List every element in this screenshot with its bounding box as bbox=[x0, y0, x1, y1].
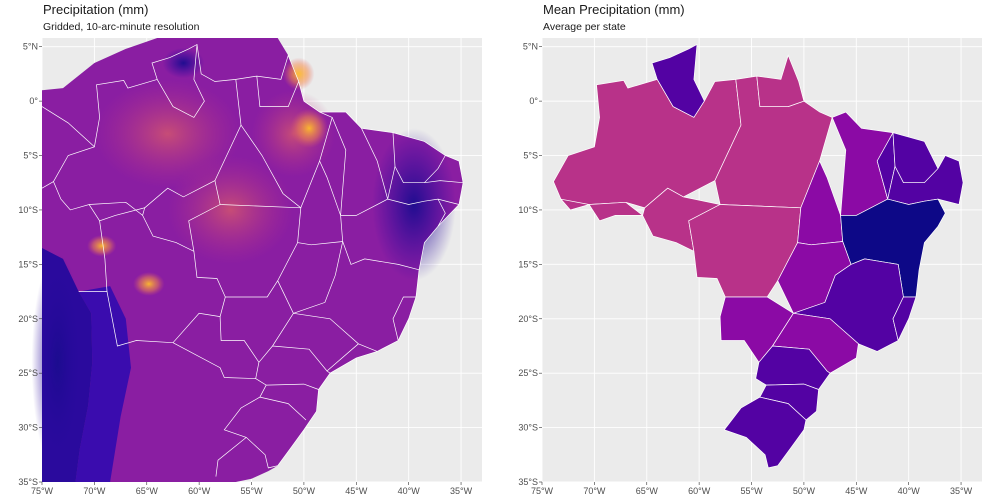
state-parana bbox=[755, 345, 831, 390]
state-espirito-santo bbox=[892, 296, 917, 342]
y-tick-label: 15°S bbox=[518, 259, 538, 269]
raster-hotspot-andes-south bbox=[133, 271, 165, 296]
y-tick-label: 10°S bbox=[518, 205, 538, 215]
state-border-line bbox=[392, 132, 446, 184]
country-border-line bbox=[172, 342, 256, 379]
raster-hotspot-andes-north bbox=[87, 234, 117, 257]
x-tick-label: 60°W bbox=[188, 486, 211, 496]
y-tick-label: 25°S bbox=[18, 368, 38, 378]
x-tick-label: 40°W bbox=[398, 486, 421, 496]
state-border-line bbox=[387, 166, 460, 205]
state-border-line bbox=[342, 241, 420, 271]
state-border-line bbox=[293, 312, 378, 352]
axes: 75°W 70°W 65°W 60°W 55°W 50°W 45°W 40°W 35°W 5°N 0… bbox=[18, 42, 472, 496]
state-border-line bbox=[259, 396, 307, 421]
country-border-line bbox=[215, 437, 247, 477]
y-tick-label: 30°S bbox=[518, 423, 538, 433]
state-border-line bbox=[272, 345, 328, 372]
panel-subtitle: Average per state bbox=[543, 21, 626, 33]
y-tick-label: 0° bbox=[529, 96, 538, 106]
country-border-line bbox=[41, 106, 95, 148]
y-tick-label: 5°N bbox=[23, 42, 38, 52]
state-amapa bbox=[756, 54, 805, 107]
state-border-line bbox=[156, 44, 205, 118]
state-mean-precipitation-map: 75°W 70°W 65°W 60°W 55°W 50°W 45°W 40°W 35°W 5°N 0… bbox=[518, 38, 982, 496]
x-tick-label: 65°W bbox=[636, 486, 659, 496]
panel-subtitle: Gridded, 10-arc-minute resolution bbox=[43, 21, 200, 33]
x-tick-label: 55°W bbox=[740, 486, 763, 496]
state-border-line bbox=[225, 280, 278, 298]
state-border-line bbox=[392, 296, 416, 341]
y-tick-label: 25°S bbox=[518, 368, 538, 378]
x-tick-label: 50°W bbox=[793, 486, 816, 496]
country-border-line bbox=[78, 220, 108, 292]
x-tick-label: 70°W bbox=[83, 486, 106, 496]
x-tick-label: 65°W bbox=[136, 486, 159, 496]
state-border-line bbox=[277, 241, 344, 314]
raster-hotspot-amapa bbox=[282, 57, 315, 91]
state-mean-precipitation-panel: Mean Precipitation (mm) Average per stat… bbox=[500, 0, 1000, 500]
state-border-line bbox=[144, 79, 242, 209]
panel-title: Mean Precipitation (mm) bbox=[543, 2, 685, 17]
state-acre bbox=[559, 198, 644, 222]
y-tick-label: 35°S bbox=[518, 477, 538, 487]
x-tick-label: 40°W bbox=[898, 486, 921, 496]
state-choropleth bbox=[553, 43, 964, 469]
y-tick-label: 15°S bbox=[18, 259, 38, 269]
panel-title: Precipitation (mm) bbox=[43, 2, 149, 17]
y-tick-label: 10°S bbox=[18, 205, 38, 215]
x-tick-label: 45°W bbox=[345, 486, 368, 496]
x-tick-label: 75°W bbox=[31, 486, 54, 496]
raster-dry-atacama bbox=[31, 253, 84, 472]
y-tick-label: 35°S bbox=[18, 477, 38, 487]
y-tick-label: 0° bbox=[29, 96, 38, 106]
state-border-line bbox=[256, 76, 300, 107]
raster-dry-roraima bbox=[162, 47, 205, 79]
x-tick-label: 70°W bbox=[583, 486, 606, 496]
x-tick-label: 50°W bbox=[293, 486, 316, 496]
x-tick-label: 35°W bbox=[950, 486, 973, 496]
raster-hotspot-para bbox=[290, 108, 328, 148]
state-minas-gerais bbox=[793, 258, 904, 352]
country-border-line bbox=[41, 181, 54, 189]
x-tick-label: 45°W bbox=[845, 486, 868, 496]
axes: 75°W 70°W 65°W 60°W 55°W 50°W 45°W 40°W 35°W 5°N 0… bbox=[518, 42, 972, 496]
raster-dry-northeast bbox=[372, 128, 456, 281]
y-tick-label: 5°S bbox=[523, 151, 538, 161]
state-border-line bbox=[89, 201, 143, 216]
state-border-line bbox=[331, 117, 347, 216]
state-border-line bbox=[188, 204, 221, 252]
gridded-precipitation-map: 75°W 70°W 65°W 60°W 55°W 50°W 45°W 40°W 35°W 5°N 0… bbox=[18, 38, 482, 496]
x-tick-label: 75°W bbox=[531, 486, 554, 496]
gridded-raster-field bbox=[31, 38, 464, 482]
country-border-line bbox=[106, 291, 221, 347]
y-tick-label: 30°S bbox=[18, 423, 38, 433]
state-borders bbox=[41, 43, 464, 477]
y-tick-label: 5°S bbox=[23, 151, 38, 161]
x-tick-label: 60°W bbox=[688, 486, 711, 496]
y-tick-label: 5°N bbox=[523, 42, 538, 52]
state-border-line bbox=[424, 180, 464, 184]
x-tick-label: 35°W bbox=[450, 486, 473, 496]
state-border-line bbox=[266, 383, 319, 390]
y-tick-label: 20°S bbox=[18, 314, 38, 324]
gridded-precipitation-panel: Precipitation (mm) Gridded, 10-arc-minut… bbox=[18, 2, 482, 496]
raster-andes-dry-region bbox=[75, 286, 131, 482]
raster-warm-central bbox=[167, 155, 294, 265]
x-tick-label: 55°W bbox=[240, 486, 263, 496]
state-rio-grande-do-sul bbox=[723, 396, 807, 469]
state-border-line bbox=[437, 198, 446, 227]
y-tick-label: 20°S bbox=[518, 314, 538, 324]
